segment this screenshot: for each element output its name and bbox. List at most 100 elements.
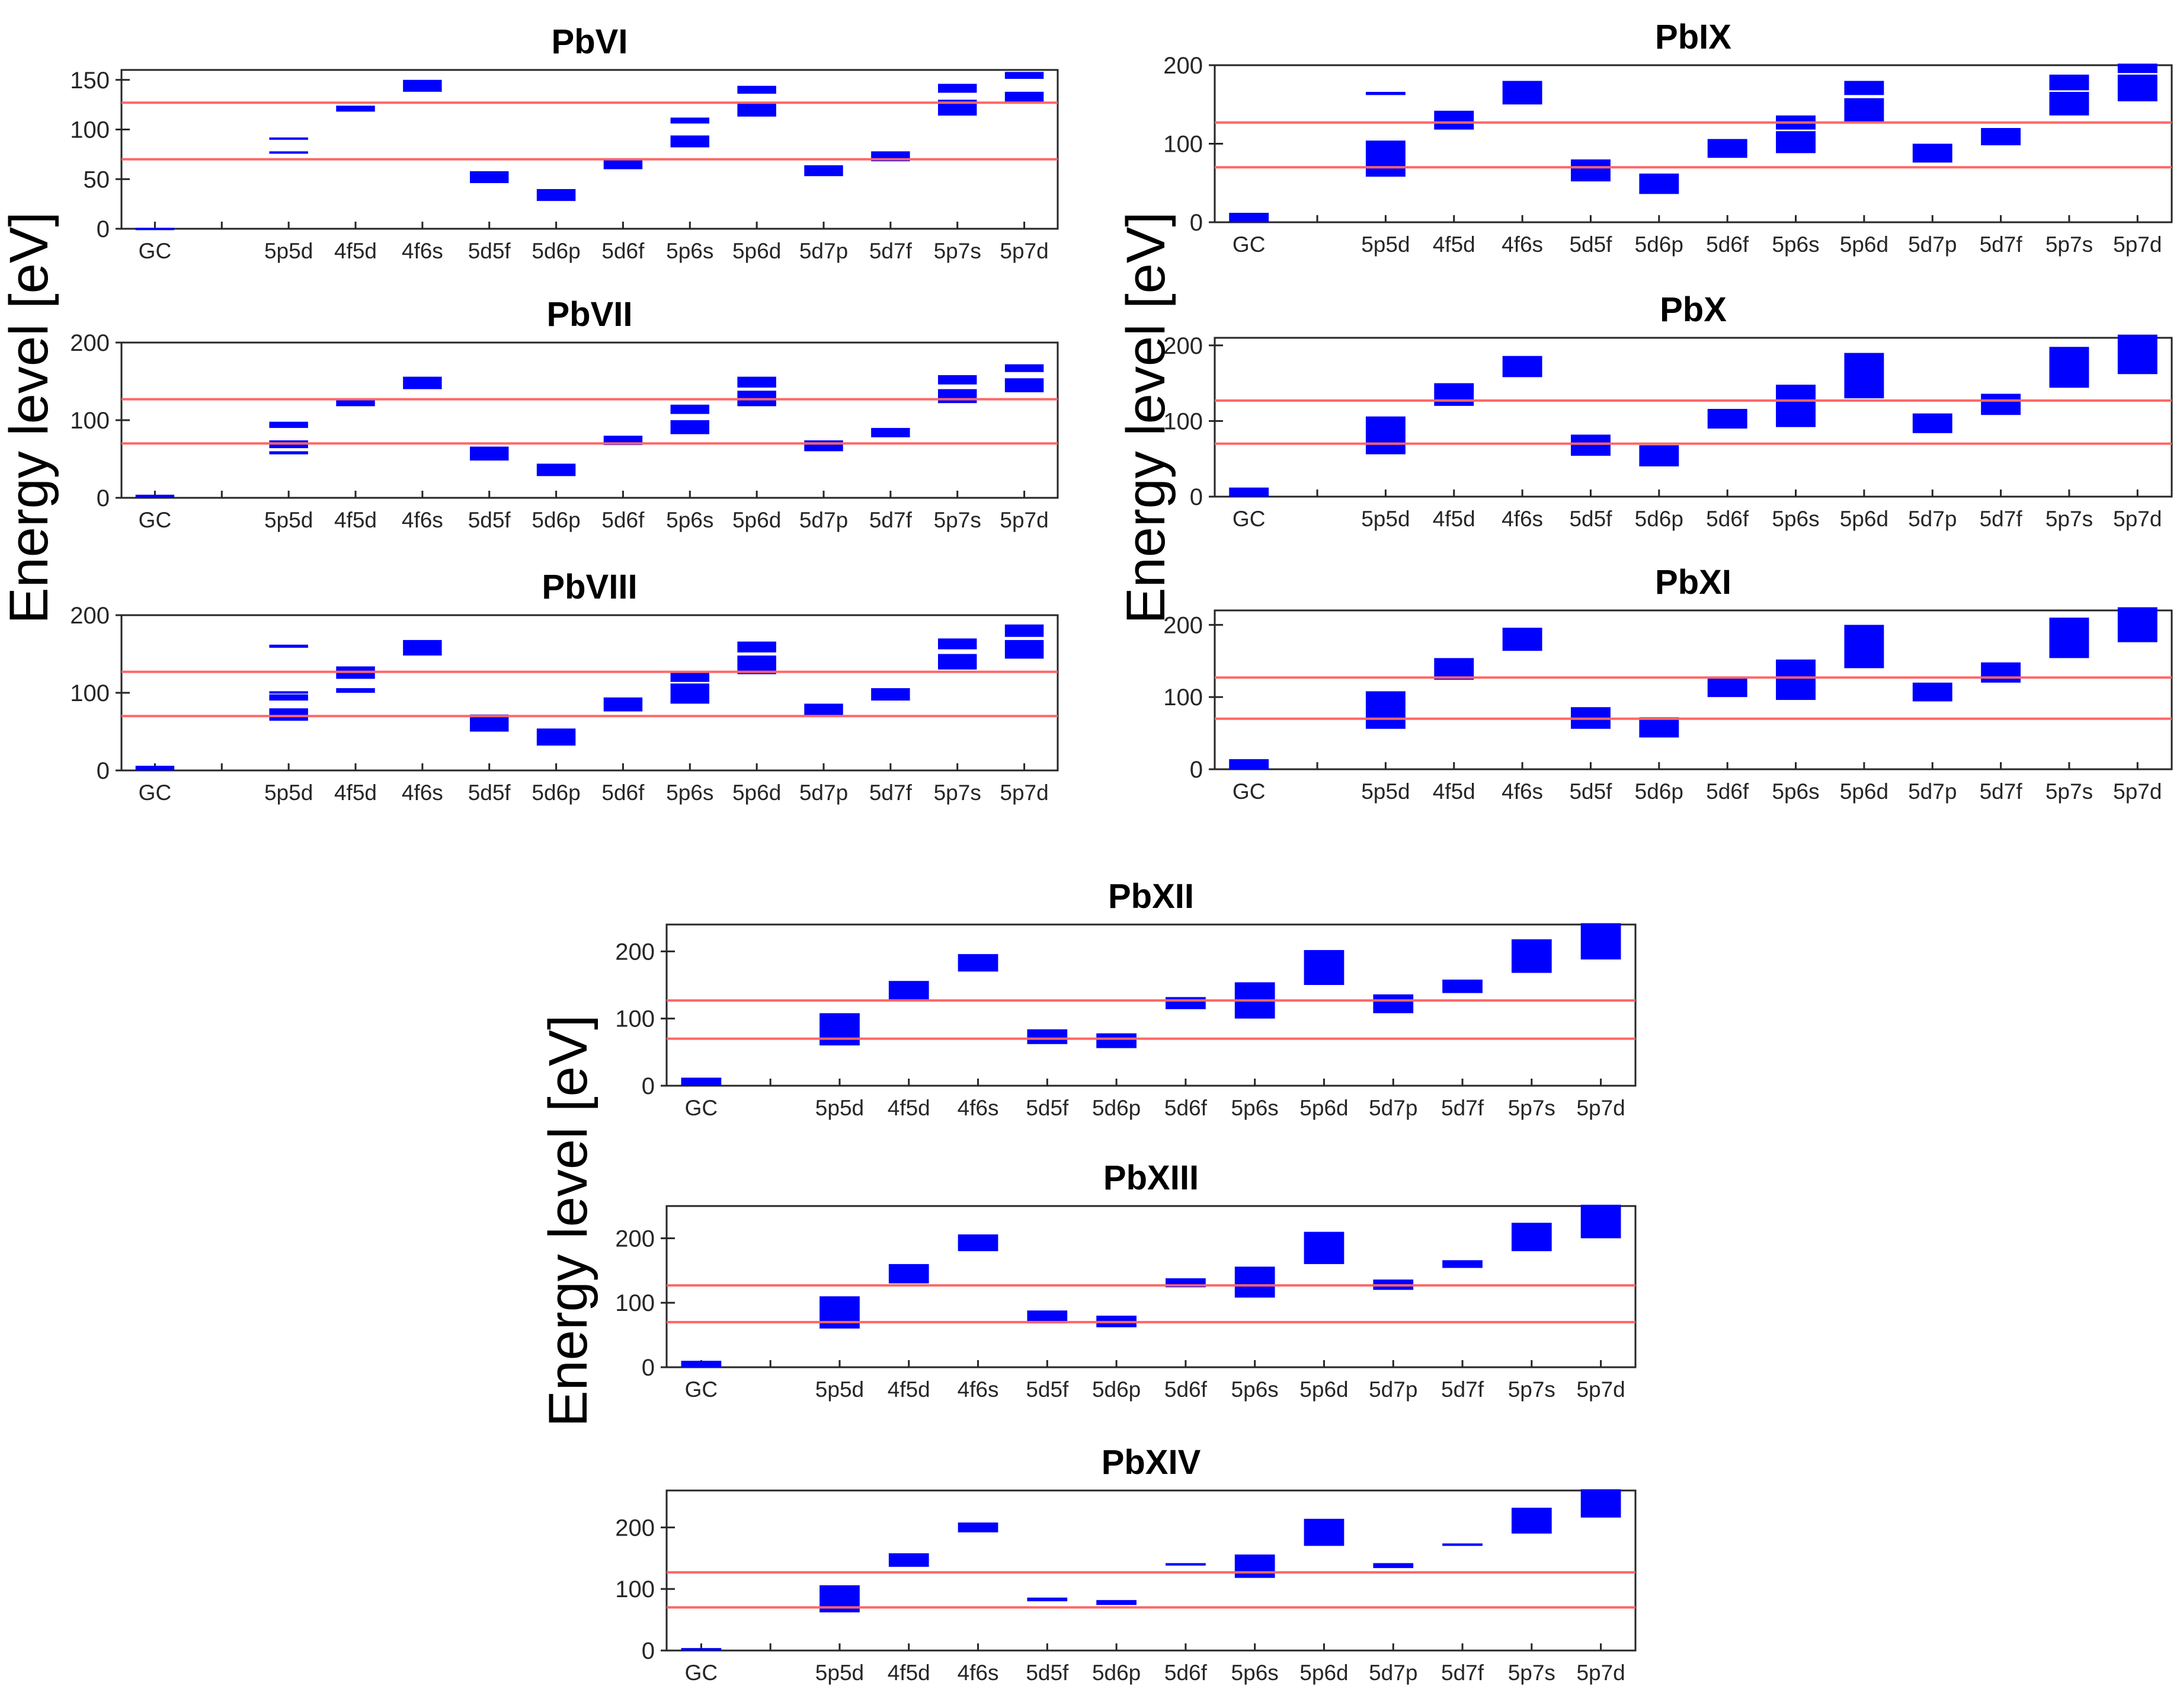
y-tick-label: 0 (1190, 210, 1203, 236)
level-band-5d7f (1981, 128, 2021, 146)
level-band-4f6s (1502, 628, 1542, 651)
level-band-4f5d (1434, 658, 1474, 680)
level-band-5d7f (1442, 1260, 1483, 1268)
level-band-5p6s (1776, 131, 1816, 153)
panel-pbxiv: PbXIV 0 100 200 GC 5p5d 4f5d 4f6s 5d5f 5d6p 5d6f 5p… (615, 1443, 1637, 1685)
level-band-5p7d (1580, 923, 1621, 959)
x-tick-label: 5d5f (468, 508, 511, 532)
x-tick-label: 5p5d (264, 239, 313, 263)
x-tick-label: 5d6p (1092, 1096, 1141, 1120)
x-tick-label: 5d6f (601, 781, 645, 805)
x-tick-label: 5d6f (1164, 1377, 1208, 1402)
x-tick-label: 5d6f (1164, 1096, 1208, 1120)
x-tick-label: 5d5f (1569, 232, 1612, 257)
x-tick-label: 5d6f (1164, 1661, 1208, 1685)
x-tick-label: GC (139, 508, 172, 532)
level-band-5d7f (871, 688, 910, 701)
y-tick-label: 150 (70, 68, 110, 94)
panels-layer: PbVI 0 50 100 150 GC 5p5d 4f5d 4f6s 5d5f 5d6p 5d6f 5… (70, 18, 2173, 1685)
x-tick-label: 5p5d (264, 508, 313, 532)
y-tick-label: 0 (642, 1638, 655, 1664)
x-tick-label: 5p6s (666, 781, 713, 805)
level-band-5d6p (1096, 1033, 1137, 1048)
level-band-5p5d (269, 421, 308, 428)
level-band-5p7s (2049, 74, 2089, 91)
y-tick-label: 0 (97, 758, 110, 784)
level-band-5p7d (2117, 334, 2157, 375)
x-tick-label: GC (685, 1096, 718, 1120)
plot-frame (665, 1205, 1637, 1368)
level-band-5p6s (670, 404, 710, 414)
x-tick-label: 5p7s (934, 508, 981, 532)
level-band-5p6d (1844, 98, 1884, 124)
level-band-5p5d (1365, 92, 1406, 95)
x-tick-label: 5d5f (468, 781, 511, 805)
x-tick-label: 5p6d (732, 781, 781, 805)
y-tick-label: 100 (615, 1290, 655, 1316)
x-tick-label: 5d7p (799, 239, 848, 263)
x-tick-label: 5d5f (1569, 779, 1612, 804)
level-band-5p7s (937, 389, 977, 404)
x-tick-label: 5d7f (869, 781, 913, 805)
level-band-5p6s (670, 135, 710, 148)
level-band-5d7f (1981, 394, 2021, 415)
plot-frame (120, 341, 1059, 499)
y-tick-label: 100 (70, 117, 110, 143)
y-tick-label: 0 (97, 485, 110, 511)
level-band-5d7p (1373, 1563, 1414, 1568)
plot-frame (120, 614, 1059, 772)
level-band-5p6d (737, 376, 776, 388)
x-tick-label: 4f6s (958, 1377, 999, 1402)
level-band-5p6s (1234, 1555, 1275, 1578)
level-band-5d7p (1912, 413, 1952, 433)
x-tick-label: 5p5d (1361, 232, 1410, 257)
level-band-5d7f (1981, 662, 2021, 683)
level-band-5p5d (1365, 416, 1406, 455)
level-band-5p5d (1365, 140, 1406, 177)
level-band-5p6s (670, 117, 710, 124)
x-tick-label: 4f6s (958, 1661, 999, 1685)
level-band-4f5d (336, 688, 375, 693)
panel-pbix: PbIX 0 100 200 GC 5p5d 4f5d 4f6s 5d5f 5d6p 5d6f 5p6… (1163, 18, 2173, 257)
level-band-5d7p (1373, 994, 1414, 1013)
x-tick-label: 4f6s (1502, 507, 1543, 531)
x-tick-label: 5p6s (666, 239, 713, 263)
y-tick-label: 0 (1190, 757, 1203, 783)
y-tick-label: 100 (1163, 132, 1203, 158)
plot-frame (665, 1489, 1637, 1652)
panel-title: PbIX (1655, 18, 1731, 56)
level-band-4f6s (1502, 356, 1542, 378)
plot-frame (1214, 64, 2173, 223)
x-tick-label: 5d6p (1092, 1661, 1141, 1685)
y-tick-label: 200 (1163, 53, 1203, 79)
level-band-5p7d (1004, 378, 1044, 392)
x-tick-label: 5d6f (601, 239, 645, 263)
panel-pbx: PbX 0 100 200 GC 5p5d 4f5d 4f6s 5d5f 5d6p 5d6f 5p6s… (1163, 290, 2173, 531)
level-band-5p6d (1844, 81, 1884, 95)
level-band-5p6d (1844, 625, 1884, 669)
x-tick-label: 4f5d (1433, 779, 1475, 804)
panel-title: PbXIV (1102, 1443, 1201, 1482)
level-band-5p7s (937, 638, 977, 650)
level-band-5p6d (1844, 353, 1884, 399)
level-band-5p7d (1004, 624, 1044, 637)
y-tick-label: 100 (1163, 408, 1203, 434)
panel-title: PbX (1660, 290, 1727, 329)
x-tick-label: 5d6p (532, 239, 580, 263)
level-band-5p5d (819, 1296, 860, 1329)
level-band-4f6s (958, 1523, 998, 1533)
level-band-5p7d (1004, 91, 1044, 103)
panel-pbvii: PbVII 0 100 200 GC 5p5d 4f5d 4f6s 5d5f 5d6p 5d6f 5p… (70, 295, 1059, 532)
x-tick-label: 5d7p (799, 781, 848, 805)
panel-title: PbXI (1655, 563, 1731, 602)
x-tick-label: 5d6p (1635, 779, 1683, 804)
level-band-5d5f (469, 714, 509, 732)
x-tick-label: 5p7s (934, 239, 981, 263)
level-band-5p6d (1304, 1518, 1345, 1546)
x-tick-label: 4f5d (888, 1661, 930, 1685)
x-tick-label: 5p5d (1361, 779, 1410, 804)
x-tick-label: 5p5d (815, 1377, 864, 1402)
panel-title: PbXIII (1103, 1159, 1199, 1197)
x-tick-label: 5p6s (1772, 232, 1819, 257)
